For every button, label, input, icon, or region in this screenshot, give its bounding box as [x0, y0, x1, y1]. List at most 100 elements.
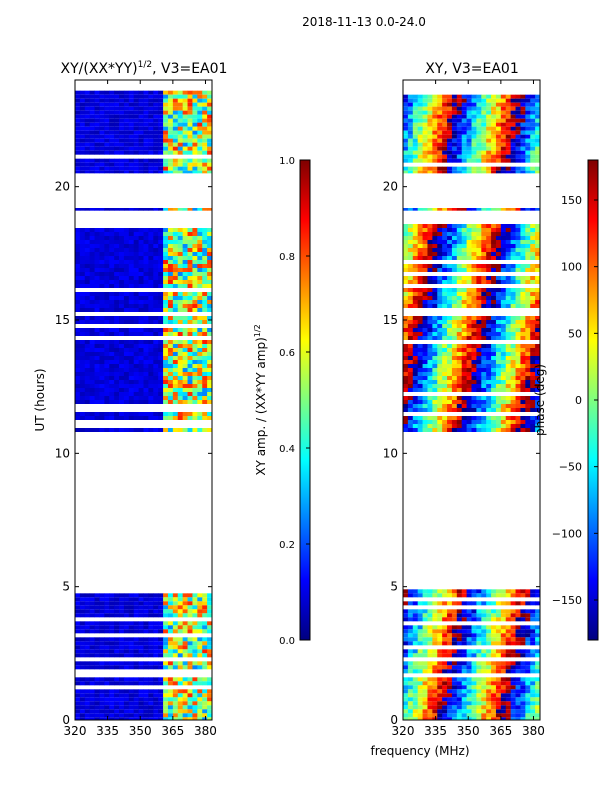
heatmap-cell — [525, 693, 531, 698]
heatmap-cell — [138, 701, 144, 706]
heatmap-cell — [75, 609, 81, 614]
heatmap-cell — [207, 380, 212, 384]
heatmap-cell — [530, 380, 536, 384]
heatmap-cell — [495, 324, 502, 328]
heatmap-cell — [182, 252, 188, 256]
heatmap-cell — [128, 388, 135, 392]
heatmap-cell — [412, 681, 419, 686]
heatmap-cell — [486, 118, 492, 123]
heatmap-cell — [525, 248, 531, 252]
heatmap-cell — [187, 677, 193, 682]
heatmap-cell — [403, 609, 409, 614]
heatmap-cell — [138, 597, 144, 602]
heatmap-cell — [94, 653, 100, 658]
heatmap-cell — [192, 661, 198, 666]
heatmap-cell — [471, 400, 477, 404]
heatmap-cell — [510, 352, 516, 356]
heatmap-cell — [167, 292, 174, 296]
heatmap-cell — [525, 328, 531, 332]
heatmap-cell — [94, 142, 100, 147]
heatmap-cell — [403, 633, 409, 638]
heatmap-cell — [119, 641, 125, 646]
heatmap-cell — [432, 150, 438, 155]
heatmap-cell — [202, 208, 208, 211]
heatmap-cell — [167, 122, 174, 127]
heatmap-cell — [187, 244, 193, 248]
heatmap-cell — [79, 308, 86, 312]
heatmap-cell — [466, 126, 472, 131]
heatmap-cell — [476, 328, 482, 332]
heatmap-cell — [167, 264, 174, 268]
heatmap-cell — [207, 90, 212, 95]
heatmap-cell — [104, 240, 110, 244]
heatmap-cell — [535, 360, 540, 364]
heatmap-cell — [471, 110, 477, 115]
heatmap-cell — [75, 637, 81, 642]
heatmap-cell — [99, 340, 105, 344]
heatmap-cell — [94, 248, 100, 252]
heatmap-cell — [79, 252, 86, 256]
heatmap-cell — [476, 593, 482, 598]
heatmap-cell — [167, 142, 174, 147]
heatmap-cell — [510, 617, 516, 622]
heatmap-cell — [202, 400, 208, 404]
heatmap-cell — [119, 296, 125, 300]
heatmap-cell — [525, 625, 531, 630]
heatmap-cell — [447, 593, 453, 598]
heatmap-cell — [192, 94, 198, 99]
heatmap-cell — [520, 360, 526, 364]
heatmap-cell — [510, 408, 516, 412]
heatmap-cell — [143, 368, 149, 372]
heatmap-cell — [466, 264, 472, 268]
heatmap-cell — [89, 609, 95, 614]
heatmap-cell — [432, 593, 438, 598]
heatmap-cell — [94, 613, 100, 618]
heatmap-cell — [403, 593, 409, 598]
heatmap-cell — [114, 352, 120, 356]
heatmap-cell — [510, 384, 516, 388]
heatmap-cell — [466, 713, 472, 718]
heatmap-cell — [167, 593, 174, 598]
heatmap-cell — [123, 625, 130, 630]
heatmap-cell — [491, 122, 497, 127]
heatmap-cell — [182, 236, 188, 240]
heatmap-cell — [207, 396, 212, 400]
heatmap-cell — [207, 416, 212, 420]
heatmap-cell — [442, 150, 448, 155]
heatmap-cell — [530, 348, 536, 352]
heatmap-cell — [197, 601, 203, 606]
heatmap-cell — [207, 208, 212, 211]
heatmap-cell — [143, 613, 149, 618]
heatmap-cell — [510, 689, 516, 694]
heatmap-cell — [412, 252, 419, 256]
heatmap-cell — [525, 364, 531, 368]
heatmap-cell — [133, 665, 139, 670]
heatmap-cell — [202, 162, 208, 167]
heatmap-cell — [153, 697, 159, 702]
heatmap-cell — [476, 106, 482, 111]
heatmap-cell — [202, 352, 208, 356]
heatmap-cell — [99, 292, 105, 296]
heatmap-cell — [476, 304, 482, 308]
heatmap-cell — [84, 138, 91, 143]
heatmap-cell — [187, 252, 193, 256]
heatmap-cell — [167, 396, 174, 400]
heatmap-cell — [94, 368, 100, 372]
heatmap-cell — [177, 296, 184, 300]
heatmap-cell — [505, 268, 512, 272]
heatmap-cell — [471, 388, 477, 392]
heatmap-cell — [123, 332, 130, 336]
heatmap-cell — [451, 150, 458, 155]
heatmap-cell — [437, 122, 443, 127]
heatmap-cell — [471, 126, 477, 131]
heatmap-cell — [403, 424, 409, 428]
heatmap-cell — [153, 332, 159, 336]
heatmap-cell — [167, 134, 174, 139]
heatmap-cell — [182, 344, 188, 348]
heatmap-cell — [89, 372, 95, 376]
heatmap-cell — [447, 134, 453, 139]
heatmap-cell — [510, 336, 516, 340]
heatmap-cell — [177, 340, 184, 344]
heatmap-cell — [486, 428, 492, 432]
heatmap-cell — [119, 158, 125, 163]
